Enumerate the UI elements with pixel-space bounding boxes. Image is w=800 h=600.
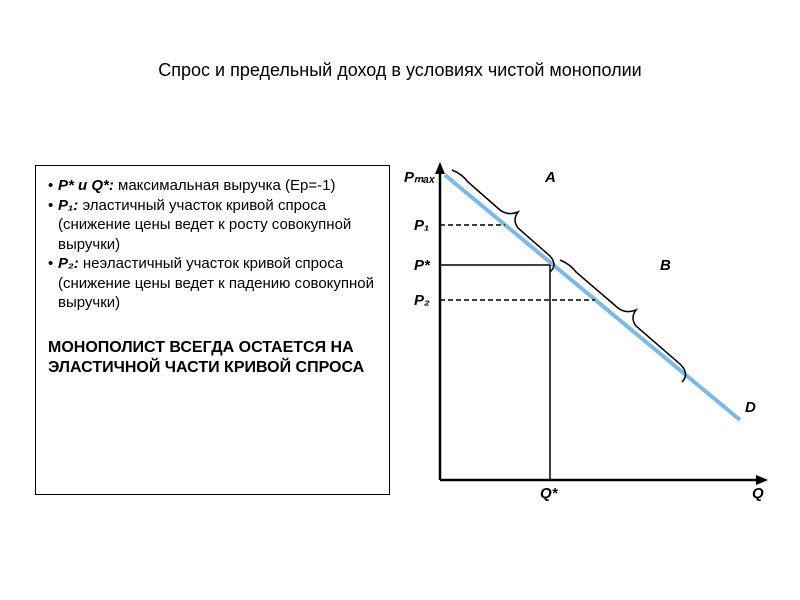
conclusion-text: МОНОПОЛИСТ ВСЕГДА ОСТАЕТСЯ НА ЭЛАСТИЧНОЙ… xyxy=(48,338,377,380)
qstar-label: Q* xyxy=(540,485,559,502)
bullet-1-label: P* и Q*: xyxy=(58,177,114,194)
x-axis-arrow-icon xyxy=(756,475,768,485)
bullet-2-text: эластичный участок кривой спроса (снижен… xyxy=(58,197,351,253)
p2-label: P₂ xyxy=(414,292,430,309)
pmax-label: Pₘₐₓ xyxy=(404,169,435,186)
bullet-2: P₁: эластичный участок кривой спроса (сн… xyxy=(48,196,377,255)
bullet-1-text: максимальная выручка (Ep=-1) xyxy=(114,177,336,194)
bullet-3-text: неэластичный участок кривой спроса (сниж… xyxy=(58,255,374,311)
chart-svg: Pₘₐₓ P₁ P* P₂ Q* Q A B D xyxy=(400,160,770,530)
region-a-label: A xyxy=(544,169,556,186)
bullet-1: P* и Q*: максимальная выручка (Ep=-1) xyxy=(48,176,377,196)
bullet-3: P₂: неэластичный участок кривой спроса (… xyxy=(48,254,377,313)
demand-label: D xyxy=(745,399,756,416)
page-title: Спрос и предельный доход в условиях чист… xyxy=(70,60,730,81)
demand-curve xyxy=(445,175,740,420)
region-b-label: B xyxy=(660,257,671,274)
bullet-3-label: P₂: xyxy=(58,255,79,272)
bullet-2-label: P₁: xyxy=(58,197,78,214)
y-axis-arrow-icon xyxy=(435,162,445,174)
q-axis-label: Q xyxy=(752,485,764,502)
pstar-label: P* xyxy=(414,257,431,274)
demand-chart: Pₘₐₓ P₁ P* P₂ Q* Q A B D xyxy=(400,160,770,530)
explanation-textbox: P* и Q*: максимальная выручка (Ep=-1) P₁… xyxy=(35,165,390,495)
p1-label: P₁ xyxy=(414,217,429,234)
